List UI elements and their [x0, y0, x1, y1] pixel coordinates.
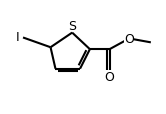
Text: I: I [15, 31, 19, 44]
Text: S: S [68, 20, 76, 33]
Text: O: O [105, 70, 115, 83]
Text: O: O [124, 33, 134, 46]
